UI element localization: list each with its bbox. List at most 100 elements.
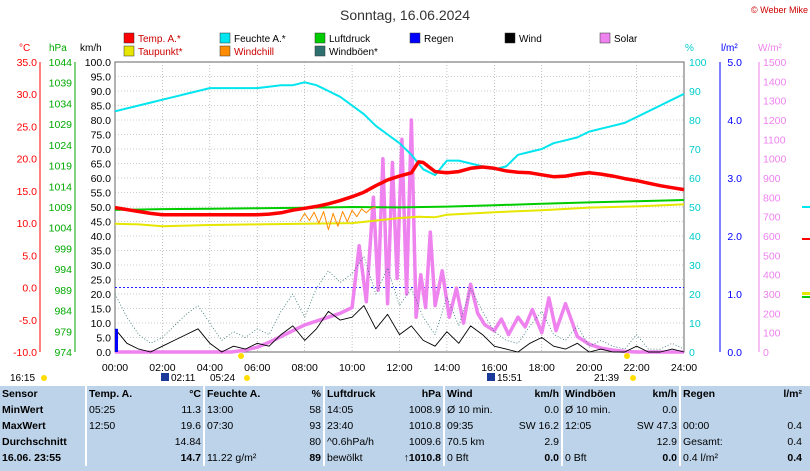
temp-tick: 15.0 xyxy=(17,186,38,198)
wind-tick: 40.0 xyxy=(91,231,112,243)
x-tick: 18:00 xyxy=(529,362,555,374)
pressure-tick: 1014 xyxy=(49,181,73,193)
stats-cell: 07:30 xyxy=(203,418,270,434)
legend-label: Windböen* xyxy=(329,47,378,58)
x-tick: 02:00 xyxy=(149,362,175,374)
wind-tick: 70.0 xyxy=(91,144,112,156)
x-tick: 12:00 xyxy=(386,362,412,374)
sun-icon xyxy=(624,353,630,359)
solar-tick: 1000 xyxy=(763,154,787,166)
stats-cell: 89 xyxy=(309,452,321,464)
stats-header: km/h xyxy=(534,388,559,400)
tmin-icon xyxy=(161,373,169,381)
wind-tick: 10.0 xyxy=(91,318,112,330)
stats-cell: 11.22 g/m² xyxy=(203,450,270,466)
pressure-tick: 1009 xyxy=(49,202,73,214)
x-tick: 04:00 xyxy=(197,362,223,374)
stats-cell: 19.6 xyxy=(180,420,201,432)
axes: 35.0 30.0 25.0 20.0 15.0 10.0 5.0 0.0 -5.0 -10.0 1… xyxy=(13,57,786,374)
stats-cell: SW 16.2 xyxy=(518,420,559,432)
stats-cell: 1008.9 xyxy=(408,404,441,416)
copyright: © Weber Mike xyxy=(751,5,808,15)
stats-cell: 12:05 xyxy=(561,418,624,434)
stats-cell: 2.9 xyxy=(544,436,559,448)
wind-tick: 90.0 xyxy=(91,86,112,98)
stats-cell: 0.4 xyxy=(787,452,802,464)
series-wind-line xyxy=(114,305,685,353)
series-tempa-line xyxy=(114,160,685,217)
stats-cell: bewölkt xyxy=(323,450,390,466)
stats-cell: 16.06. 23:55 xyxy=(2,452,61,464)
rain-tick: 5.0 xyxy=(727,57,742,69)
stats-header: Regen xyxy=(679,386,754,402)
humidity-unit: % xyxy=(685,43,694,54)
solar-tick: 200 xyxy=(763,308,781,320)
stats-cell xyxy=(85,450,148,466)
stats-cell: ↑1010.8 xyxy=(403,452,441,464)
x-tick: 14:00 xyxy=(434,362,460,374)
solar-tick: 1100 xyxy=(763,134,786,146)
stats-cell: SW 47.3 xyxy=(636,420,677,432)
pressure-tick: 994 xyxy=(54,264,72,276)
stats-cell: ^0.6hPa/h xyxy=(323,434,390,450)
x-tick: 10:00 xyxy=(339,362,365,374)
solar-tick: 900 xyxy=(763,173,781,185)
x-tick: 20:00 xyxy=(576,362,602,374)
stats-cell: 80 xyxy=(309,436,321,448)
stats-cell: 12.9 xyxy=(656,436,677,448)
stats-cell: 14:05 xyxy=(323,402,390,418)
legend-swatch xyxy=(219,32,231,44)
temp-tick: 35.0 xyxy=(17,57,38,69)
wind-tick: 80.0 xyxy=(91,115,112,127)
legend-swatch xyxy=(314,32,326,44)
gust-icon xyxy=(487,373,495,381)
wind-tick: 20.0 xyxy=(91,289,112,301)
stats-cell: Gesamt: xyxy=(679,434,754,450)
legend-swatch xyxy=(599,32,611,44)
stats-cell: 11.3 xyxy=(181,404,201,416)
series-layer xyxy=(114,81,685,354)
legend-label: Feuchte A.* xyxy=(234,34,286,45)
legend-label: Regen xyxy=(424,34,453,45)
stats-cell: Ø 10 min. xyxy=(561,402,624,418)
pressure-unit: hPa xyxy=(49,43,67,54)
stats-cell: MinWert xyxy=(2,404,44,416)
wind-tick: 100.0 xyxy=(85,57,111,69)
temp-tick: 5.0 xyxy=(22,250,37,262)
stats-cell: 0.0 xyxy=(662,452,677,464)
right-edge-fragments xyxy=(802,206,810,298)
wind-tick: 75.0 xyxy=(91,130,112,142)
stats-cell: 58 xyxy=(309,404,321,416)
rain-bar xyxy=(115,328,118,352)
series-solar-line xyxy=(115,118,684,354)
temp-tick: 25.0 xyxy=(17,121,38,133)
marker-tmin: 02:11 xyxy=(171,373,196,384)
pressure-tick: 999 xyxy=(54,243,72,255)
series-taupunkt-line xyxy=(114,203,685,228)
solar-tick: 600 xyxy=(763,231,781,243)
legend-swatch xyxy=(219,45,231,57)
solar-unit: W/m² xyxy=(758,43,783,54)
x-tick: 08:00 xyxy=(292,362,318,374)
rain-tick: 4.0 xyxy=(727,115,742,127)
humidity-tick: 70 xyxy=(689,144,701,156)
stats-cell: Ø 10 min. xyxy=(443,402,506,418)
stats-cell xyxy=(203,434,270,450)
stats-cell: 1010.8 xyxy=(408,420,441,432)
wind-tick: 95.0 xyxy=(91,72,112,84)
stats-header: °C xyxy=(189,388,201,400)
series-luftdruck-line xyxy=(114,199,685,211)
humidity-tick: 10 xyxy=(689,318,701,330)
axis-units: °C hPa km/h % l/m² W/m² xyxy=(19,43,783,54)
stats-header-row: Sensor Temp. A. °C Feuchte A. % Luftdruc… xyxy=(0,386,804,402)
sun-icon xyxy=(41,375,47,381)
right-edge-yellow xyxy=(802,292,810,295)
legend-label: Luftdruck xyxy=(329,34,371,45)
stats-header: hPa xyxy=(421,388,441,400)
pressure-tick: 1004 xyxy=(49,223,73,235)
stats-cell: 0.0 xyxy=(662,404,677,416)
legend-label: Temp. A.* xyxy=(138,34,181,45)
stats-cell xyxy=(754,402,804,418)
sun-icon xyxy=(244,375,250,381)
humidity-tick: 50 xyxy=(689,202,701,214)
